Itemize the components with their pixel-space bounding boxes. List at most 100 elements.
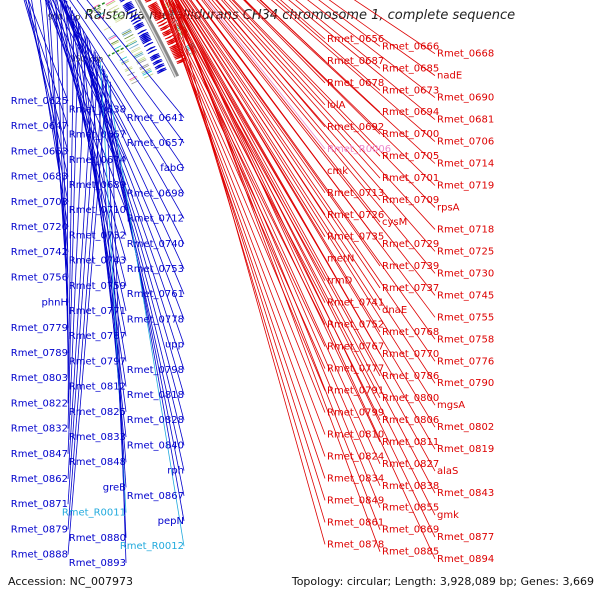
leader-line: [48, 0, 69, 303]
forward-cds-arrow: [153, 12, 163, 19]
reverse-feature-block: [129, 43, 139, 50]
reverse-feature-block: [113, 14, 124, 21]
reverse-feature-block: [106, 0, 116, 7]
forward-gene-label: Rmet_0673: [382, 85, 439, 96]
leader-line: [179, 0, 436, 406]
reverse-feature-block: [135, 56, 146, 62]
forward-cds-arrow: [154, 14, 164, 20]
forward-gene-label: Rmet_0668: [437, 49, 494, 60]
outer-feature-block: [93, 8, 102, 14]
reverse-cds-arrow: [154, 63, 164, 69]
reverse-gene-label: Rmet_0871: [11, 499, 68, 510]
outer-feature-block: [127, 71, 135, 77]
reverse-gene-label: Rmet_0812: [69, 382, 126, 393]
forward-gene-label: Rmet_0730: [437, 268, 494, 279]
forward-gene-label: cmk: [327, 166, 348, 177]
forward-gene-label: dnaE: [382, 305, 407, 316]
reverse-gene-label: Rmet_0893: [69, 558, 126, 569]
forward-gene-label: Rmet_0752: [327, 320, 384, 331]
leader-line: [59, 0, 185, 244]
reverse-gene-label: Rmet_0818: [127, 390, 184, 401]
reverse-gene-label: Rmet_0759: [69, 281, 126, 292]
reverse-cds-arrow: [149, 53, 160, 59]
leader-line: [256, 0, 436, 164]
reverse-cds-arrow: [138, 31, 149, 38]
reverse-feature-block: [110, 7, 120, 14]
reverse-gene-label: Rmet_R0011: [62, 508, 126, 519]
leader-line: [171, 0, 326, 259]
leader-line: [188, 0, 326, 194]
forward-gene-label: Rmet_0700: [382, 129, 439, 140]
reverse-gene-label: Rmet_0647: [11, 121, 68, 132]
reverse-gene-label: Rmet_0756: [11, 272, 68, 283]
leader-line: [159, 0, 326, 413]
leader-line: [177, 3, 436, 560]
forward-gene-label: Rmet_0768: [382, 327, 439, 338]
forward-gene-label: Rmet_0719: [437, 180, 494, 191]
reverse-cds-arrow: [137, 29, 147, 35]
forward-gene-label: Rmet_0706: [437, 137, 494, 148]
leader-line: [295, 0, 381, 69]
reverse-feature-block: [125, 36, 135, 43]
forward-gene-label: Rmet_0877: [437, 532, 494, 543]
leader-line: [168, 0, 381, 486]
forward-gene-label: Rmet_0819: [437, 444, 494, 455]
reverse-gene-label: Rmet_0742: [11, 247, 68, 258]
backbone-highlight: [135, 0, 177, 78]
outer-feature-block: [93, 6, 101, 12]
leader-line: [40, 0, 69, 253]
reverse-feature-block: [127, 39, 137, 45]
leader-line: [60, 0, 69, 354]
outer-feature-block: [96, 12, 104, 18]
leader-line: [67, 35, 87, 454]
reverse-cds-arrow: [155, 64, 165, 70]
forward-gene-label: Rmet_R0006: [327, 144, 391, 155]
forward-gene-label: Rmet_0666: [382, 41, 439, 52]
accession-text: Accession: NC_007973: [8, 575, 134, 588]
leader-line: [67, 75, 108, 555]
leader-line: [67, 68, 105, 530]
leader-line: [231, 0, 381, 157]
leader-line: [174, 0, 381, 552]
forward-cds-arrow: [166, 37, 176, 43]
reverse-gene-label: upp: [165, 340, 184, 351]
leader-line: [101, 65, 185, 522]
forward-gene-label: Rmet_0885: [382, 547, 439, 558]
reverse-gene-label: Rmet_0698: [127, 188, 184, 199]
outer-feature-block: [108, 35, 117, 41]
tick-line: [108, 45, 129, 57]
forward-gene-label: Rmet_0791: [327, 386, 384, 397]
reverse-cds-arrow: [141, 37, 152, 43]
forward-gene-label: gmk: [437, 510, 459, 521]
forward-gene-label: Rmet_0861: [327, 517, 384, 528]
reverse-gene-label: Rmet_0663: [11, 146, 68, 157]
reverse-gene-label: Rmet_0787: [69, 331, 126, 342]
forward-cds-arrow: [163, 31, 173, 37]
reverse-feature-block: [108, 4, 118, 11]
reverse-feature-block: [124, 34, 134, 40]
forward-gene-label: Rmet_0656: [327, 34, 384, 45]
reverse-gene-label: Rmet_0771: [69, 306, 126, 317]
topology-summary: Topology: circular; Length: 3,928,089 bp…: [291, 575, 594, 588]
forward-gene-label: alaS: [437, 466, 458, 477]
reverse-gene-label: Rmet_0867: [127, 491, 184, 502]
forward-gene-label: Rmet_0799: [327, 408, 384, 419]
reverse-cds-arrow: [135, 24, 145, 31]
reverse-gene-label: Rmet_0740: [127, 239, 184, 250]
leader-line: [67, 58, 100, 505]
reverse-cds-arrow: [123, 2, 133, 9]
leader-line: [233, 0, 436, 208]
leader-line: [259, 0, 381, 113]
leader-line: [174, 0, 381, 355]
reverse-gene-label: Rmet_0848: [69, 457, 126, 468]
forward-gene-label: Rmet_0678: [327, 78, 384, 89]
reverse-gene-label: Rmet_0847: [11, 449, 68, 460]
forward-cds-arrow: [147, 1, 157, 7]
leader-line: [160, 0, 326, 457]
forward-gene-label: cysM: [382, 217, 407, 228]
leader-line: [174, 0, 436, 472]
leader-line: [106, 73, 185, 547]
forward-gene-label: Rmet_0741: [327, 298, 384, 309]
forward-gene-label: trmD: [327, 276, 353, 287]
forward-gene-label: Rmet_0838: [382, 481, 439, 492]
